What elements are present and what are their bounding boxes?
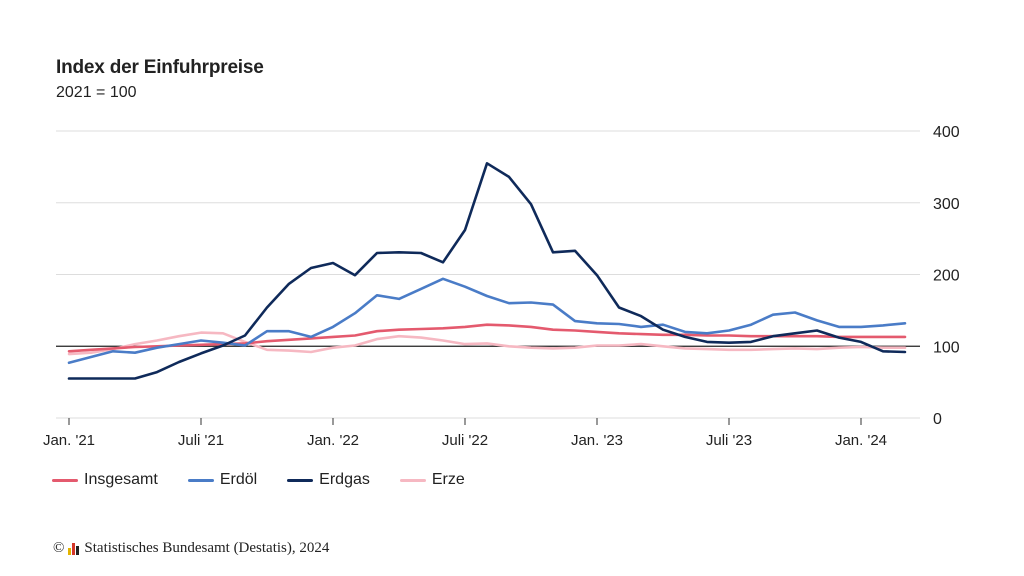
y-tick-label: 300 [933,196,960,213]
legend-item: Erdgas [287,471,370,489]
series-line-erdoel [67,277,907,365]
legend-label: Insgesamt [84,471,158,488]
legend-item: Erze [399,471,465,489]
legend-swatch [52,478,78,482]
chart-legend: Insgesamt Erdöl Erdgas Erze [52,471,495,489]
series-line-erdgas [67,162,907,380]
legend-swatch [187,478,214,482]
legend-label: Erdgas [319,471,370,488]
x-tick-label: Jan. '21 [43,432,95,449]
y-tick-label: 100 [933,339,960,356]
logo-bar-red [72,542,76,555]
x-tick-label: Jan. '23 [571,432,623,449]
legend-swatch [399,478,426,482]
chart-subtitle: 2021 = 100 [56,84,137,101]
x-tick-label: Jan. '24 [835,432,887,449]
destatis-logo-icon [68,542,80,555]
series-line-insgesamt [67,323,907,353]
y-tick-label: 400 [933,124,960,141]
x-tick-label: Juli '23 [706,432,752,449]
source-text: Statistisches Bundesamt (Destatis), 2024 [84,540,330,556]
series-line-erze [67,331,907,356]
copyright-symbol: © [53,540,65,556]
legend-item: Insgesamt [52,471,158,489]
logo-bar-black [76,545,80,555]
source-line: © Statistisches Bundesamt (Destatis), 20… [53,540,329,557]
legend-swatch [287,478,314,482]
legend-label: Erze [431,471,465,488]
legend-item: Erdöl [187,471,258,489]
y-tick-label: 200 [933,268,960,285]
x-tick-label: Juli '22 [442,432,488,449]
x-tick-label: Juli '21 [178,432,224,449]
y-tick-label: 0 [933,411,942,428]
chart-title: Index der Einfuhrpreise [56,57,264,78]
x-tick-label: Jan. '22 [307,432,359,449]
logo-bar-yellow [68,547,72,555]
legend-label: Erdöl [219,471,258,488]
